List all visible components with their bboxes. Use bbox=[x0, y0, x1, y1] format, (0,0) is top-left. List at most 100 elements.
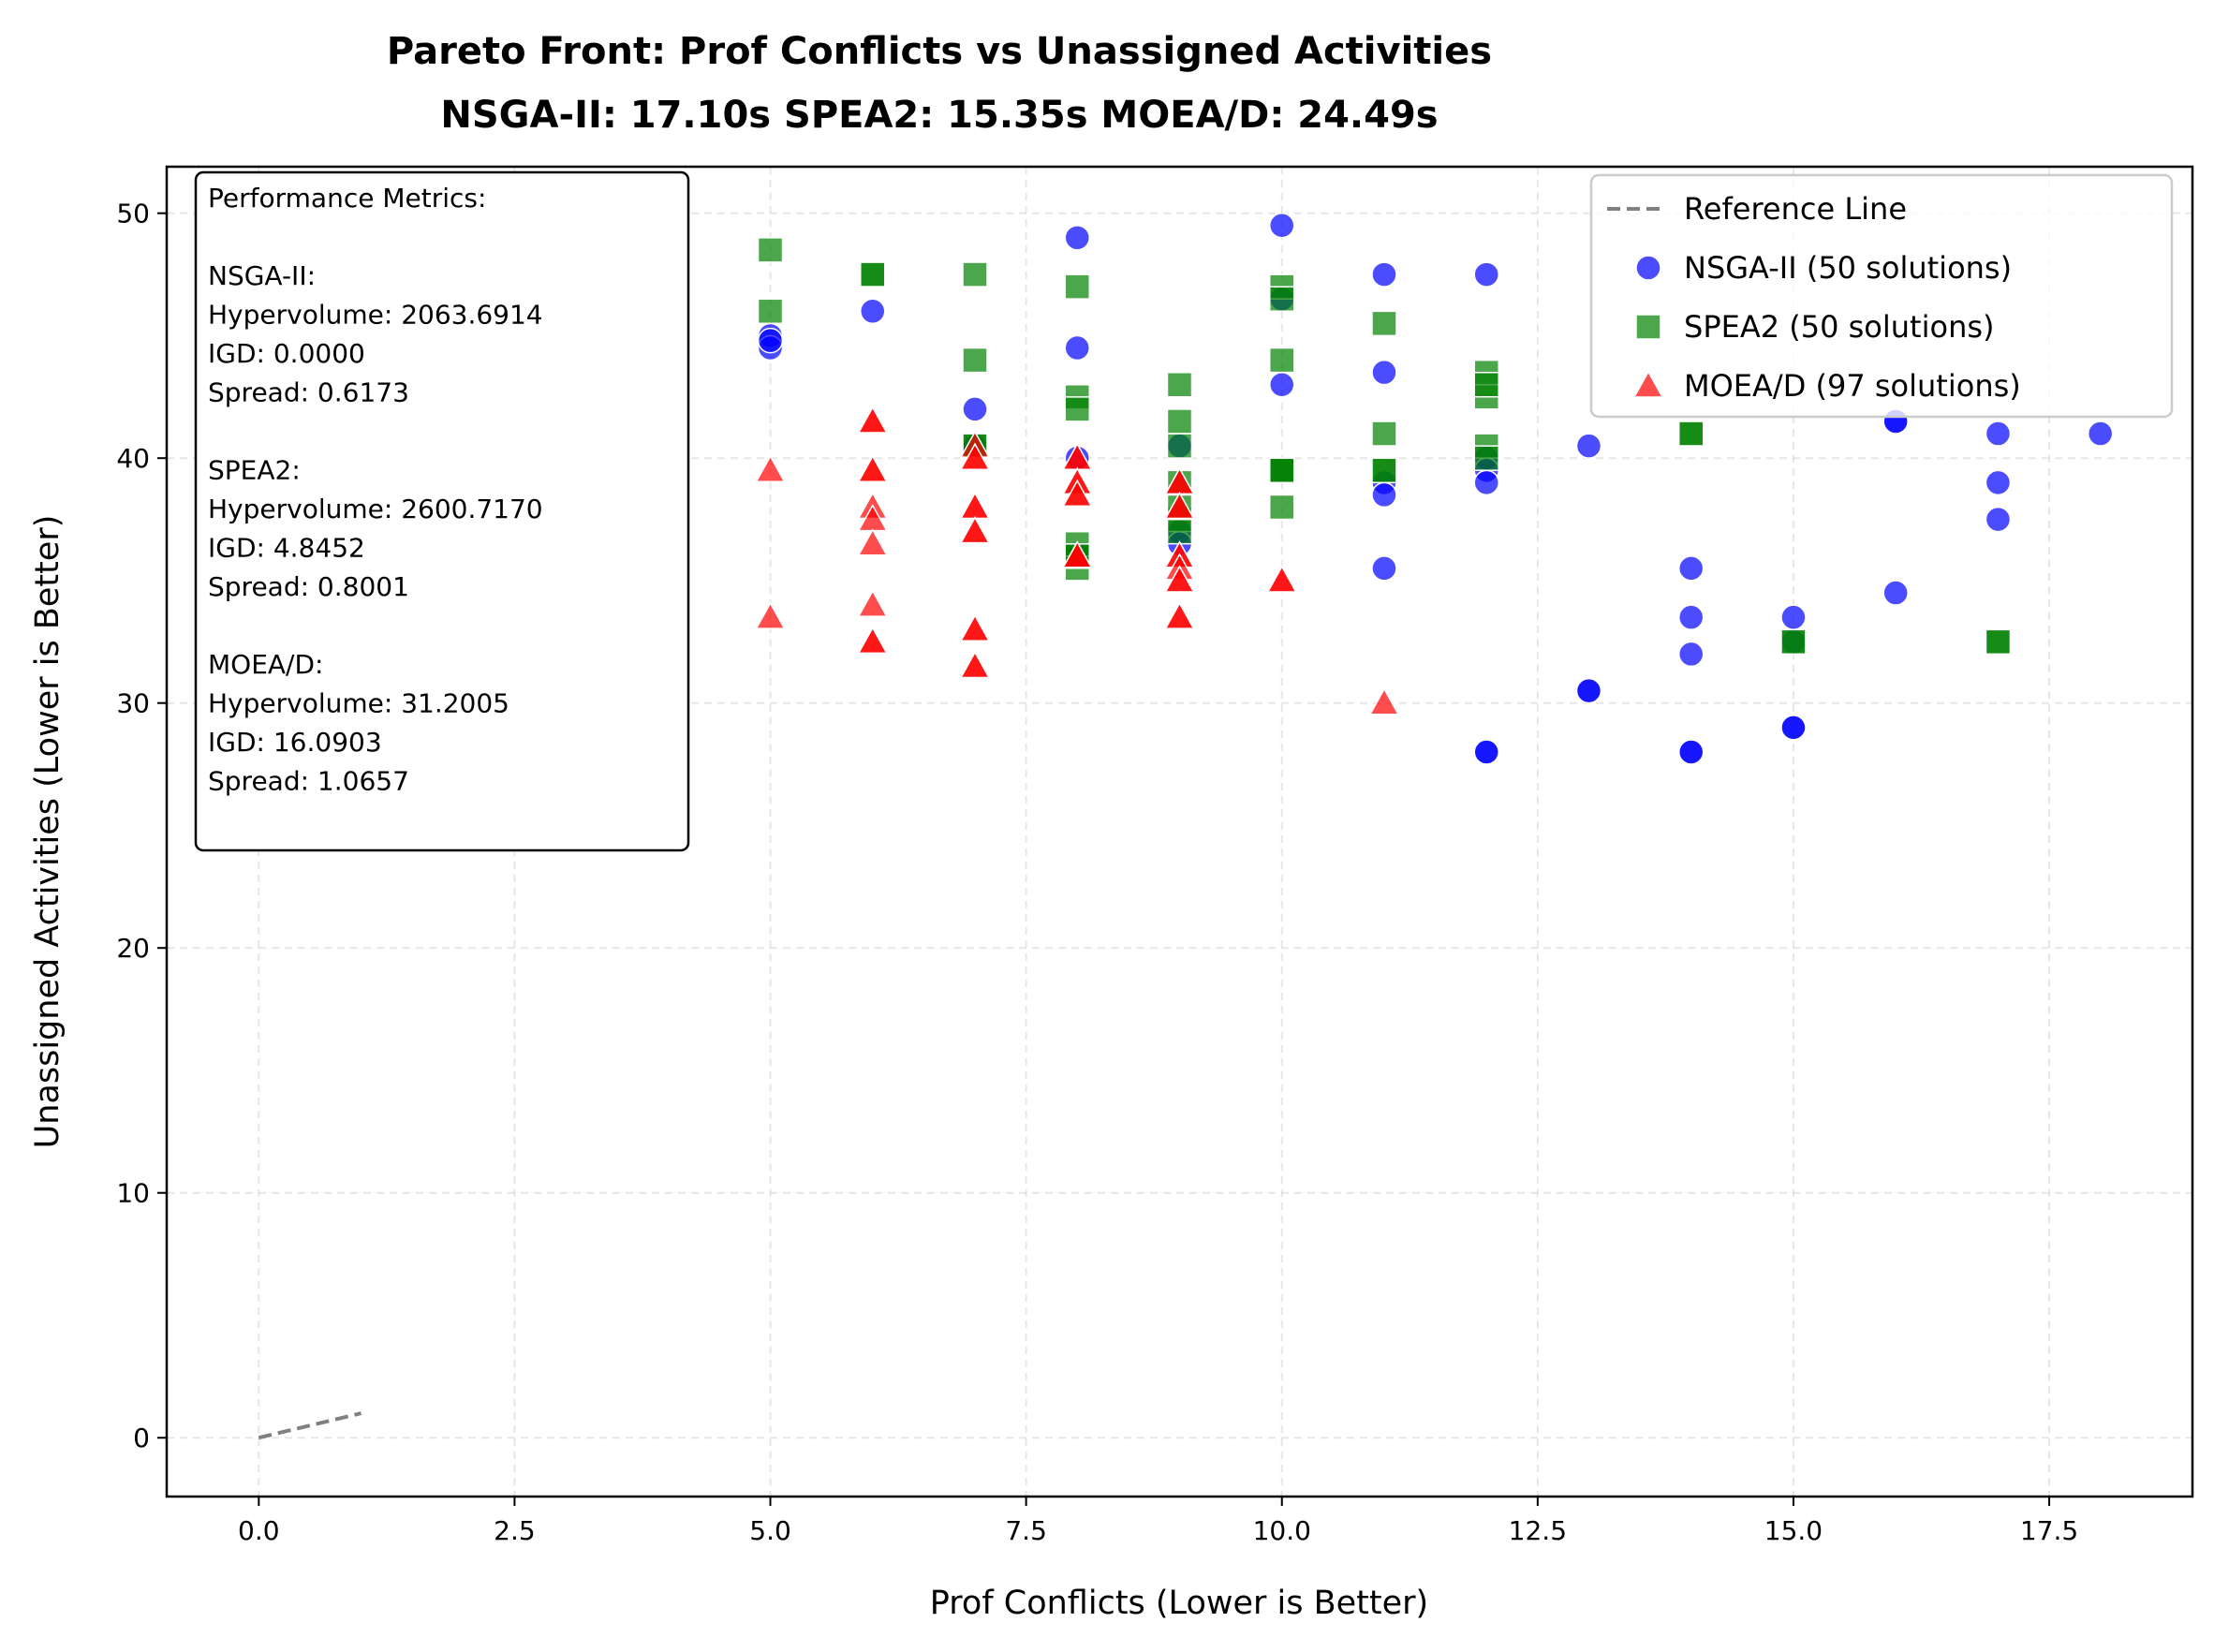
circle-point bbox=[1268, 371, 1295, 398]
triangle-point bbox=[1266, 565, 1298, 593]
legend-triangle-swatch bbox=[1632, 370, 1664, 398]
circle-point bbox=[1473, 469, 1499, 496]
circle-point bbox=[1985, 420, 2012, 447]
square-point bbox=[757, 298, 784, 325]
metrics-line: IGD: 16.0903 bbox=[208, 727, 382, 758]
circle-point bbox=[1371, 261, 1397, 288]
legend-series-label: MOEA/D (97 solutions) bbox=[1684, 368, 2021, 404]
circle-point bbox=[1780, 715, 1807, 741]
x-tick-label: 7.5 bbox=[1005, 1515, 1047, 1546]
circle-point bbox=[1575, 677, 1602, 704]
square-point bbox=[1371, 420, 1397, 447]
chart-title-line2: NSGA-II: 17.10s SPEA2: 15.35s MOEA/D: 24… bbox=[440, 94, 1438, 137]
metrics-line: IGD: 0.0000 bbox=[208, 338, 365, 369]
triangle-point bbox=[1164, 491, 1195, 520]
circle-point bbox=[1575, 433, 1602, 459]
y-tick-label: 20 bbox=[116, 933, 150, 964]
reference-line bbox=[258, 1411, 362, 1440]
triangle-point bbox=[959, 650, 991, 679]
metrics-line: Spread: 0.6173 bbox=[208, 377, 409, 408]
square-point bbox=[1677, 420, 1705, 447]
legend-square-swatch bbox=[1635, 314, 1661, 340]
metrics-box-frame bbox=[194, 170, 690, 852]
triangle-point bbox=[1061, 540, 1093, 568]
square-point bbox=[1064, 396, 1091, 422]
series-triangle bbox=[755, 406, 1400, 715]
square-point bbox=[1268, 457, 1295, 484]
square-point bbox=[1371, 457, 1397, 484]
metrics-line: Performance Metrics: bbox=[208, 183, 486, 214]
square-point bbox=[1473, 371, 1499, 398]
circle-point bbox=[1780, 604, 1807, 630]
x-tick-label: 5.0 bbox=[749, 1515, 791, 1546]
triangle-point bbox=[959, 442, 991, 470]
circle-point bbox=[1677, 555, 1705, 582]
circle-point bbox=[962, 396, 988, 422]
grid-lines bbox=[167, 167, 2192, 1497]
square-point bbox=[860, 261, 886, 288]
y-tick-label: 0 bbox=[133, 1423, 150, 1453]
triangle-point bbox=[857, 454, 889, 483]
square-point bbox=[1985, 628, 2012, 656]
metrics-lines: Performance Metrics: NSGA-II: Hypervolume… bbox=[208, 183, 543, 797]
chart-title-line1: Pareto Front: Prof Conflicts vs Unassign… bbox=[387, 30, 1492, 73]
x-axis-ticks: 0.0 2.5 5.0 7.5 10.0 12.5 15.0 17.5 bbox=[238, 1497, 2078, 1546]
legend-series-label: SPEA2 (50 solutions) bbox=[1684, 309, 1995, 345]
metrics-line: Hypervolume: 2600.7170 bbox=[208, 494, 543, 524]
circle-point bbox=[1371, 481, 1397, 509]
x-tick-label: 15.0 bbox=[1764, 1515, 1823, 1546]
square-point bbox=[1268, 494, 1295, 521]
triangle-point bbox=[1061, 479, 1093, 508]
circle-point bbox=[1064, 334, 1091, 361]
triangle-point bbox=[755, 454, 786, 483]
circle-point bbox=[757, 327, 784, 354]
square-point bbox=[1371, 310, 1397, 337]
y-tick-label: 30 bbox=[116, 688, 150, 719]
square-point bbox=[1166, 433, 1193, 459]
square-point bbox=[962, 347, 988, 374]
x-tick-label: 10.0 bbox=[1253, 1515, 1311, 1546]
circle-point bbox=[1677, 739, 1705, 765]
circle-point bbox=[1371, 555, 1397, 582]
metrics-line: Hypervolume: 31.2005 bbox=[208, 688, 509, 719]
triangle-point bbox=[755, 601, 786, 629]
y-axis-label: Unassigned Activities (Lower is Better) bbox=[29, 515, 66, 1149]
metrics-line: Hypervolume: 2063.6914 bbox=[208, 300, 543, 331]
metrics-line: Spread: 0.8001 bbox=[208, 571, 409, 602]
x-axis-label: Prof Conflicts (Lower is Better) bbox=[930, 1585, 1428, 1622]
triangle-point bbox=[1164, 601, 1195, 629]
square-point bbox=[1166, 518, 1193, 545]
square-point bbox=[1473, 445, 1499, 471]
metrics-line: Spread: 1.0657 bbox=[208, 766, 409, 797]
circle-point bbox=[860, 298, 886, 325]
x-tick-label: 17.5 bbox=[2020, 1515, 2078, 1546]
circle-point bbox=[1473, 261, 1499, 288]
circle-point bbox=[1985, 469, 2012, 496]
circle-point bbox=[2087, 420, 2114, 447]
legend-circle-swatch bbox=[1635, 255, 1661, 281]
triangle-point bbox=[959, 613, 991, 642]
y-tick-label: 10 bbox=[116, 1178, 150, 1209]
plot-frame bbox=[165, 165, 2194, 1498]
reference-line-layer bbox=[258, 1411, 362, 1440]
circle-point bbox=[1985, 506, 2012, 533]
circle-point bbox=[1473, 739, 1499, 765]
triangle-point bbox=[1368, 687, 1400, 715]
legend-frame bbox=[1589, 173, 2174, 419]
x-tick-label: 2.5 bbox=[494, 1515, 536, 1546]
circle-point bbox=[1371, 359, 1397, 386]
y-axis-ticks: 0 10 20 30 40 50 bbox=[116, 199, 167, 1453]
square-point bbox=[1780, 628, 1807, 656]
y-tick-label: 40 bbox=[116, 443, 150, 474]
square-point bbox=[962, 261, 988, 288]
triangle-point bbox=[857, 626, 889, 655]
metrics-line: IGD: 4.8452 bbox=[208, 533, 365, 564]
y-tick-label: 50 bbox=[116, 199, 150, 229]
legend: Reference Line NSGA-II (50 solutions) SPEA… bbox=[1589, 173, 2174, 419]
circle-point bbox=[1677, 604, 1705, 630]
triangle-point bbox=[857, 406, 889, 434]
circle-point bbox=[1268, 213, 1295, 239]
triangle-point bbox=[959, 516, 991, 544]
legend-series-label: NSGA-II (50 solutions) bbox=[1684, 250, 2012, 286]
circle-point bbox=[1882, 580, 1909, 606]
